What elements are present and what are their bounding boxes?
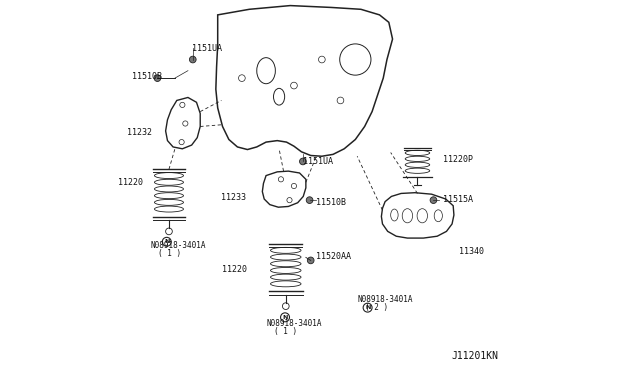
Circle shape	[430, 197, 437, 203]
Circle shape	[307, 257, 314, 264]
Text: ( 1 ): ( 1 )	[273, 327, 296, 336]
Text: 11220: 11220	[223, 265, 248, 274]
Circle shape	[154, 75, 161, 81]
Text: 11220: 11220	[118, 178, 143, 187]
Text: 11515A: 11515A	[443, 195, 473, 203]
Text: 1151UA: 1151UA	[303, 157, 333, 166]
Text: N: N	[282, 315, 288, 320]
Text: N: N	[365, 305, 371, 310]
Text: 11510B: 11510B	[132, 72, 162, 81]
Text: N08918-3401A: N08918-3401A	[266, 319, 321, 328]
Text: ( 1 ): ( 1 )	[158, 249, 181, 258]
Text: 11510B: 11510B	[316, 198, 346, 207]
Text: N08918-3401A: N08918-3401A	[357, 295, 413, 304]
Text: N08918-3401A: N08918-3401A	[151, 241, 206, 250]
Circle shape	[189, 56, 196, 63]
Circle shape	[300, 158, 306, 165]
Text: 11232: 11232	[127, 128, 152, 137]
Text: J11201KN: J11201KN	[452, 351, 499, 361]
Text: 1151UA: 1151UA	[191, 44, 221, 53]
Circle shape	[306, 197, 313, 203]
Text: 11233: 11233	[221, 193, 246, 202]
Text: N: N	[164, 239, 170, 244]
Text: 11520AA: 11520AA	[316, 252, 351, 261]
Text: 11220P: 11220P	[443, 155, 473, 164]
Text: ( 2 ): ( 2 )	[365, 303, 388, 312]
Text: 11340: 11340	[460, 247, 484, 256]
